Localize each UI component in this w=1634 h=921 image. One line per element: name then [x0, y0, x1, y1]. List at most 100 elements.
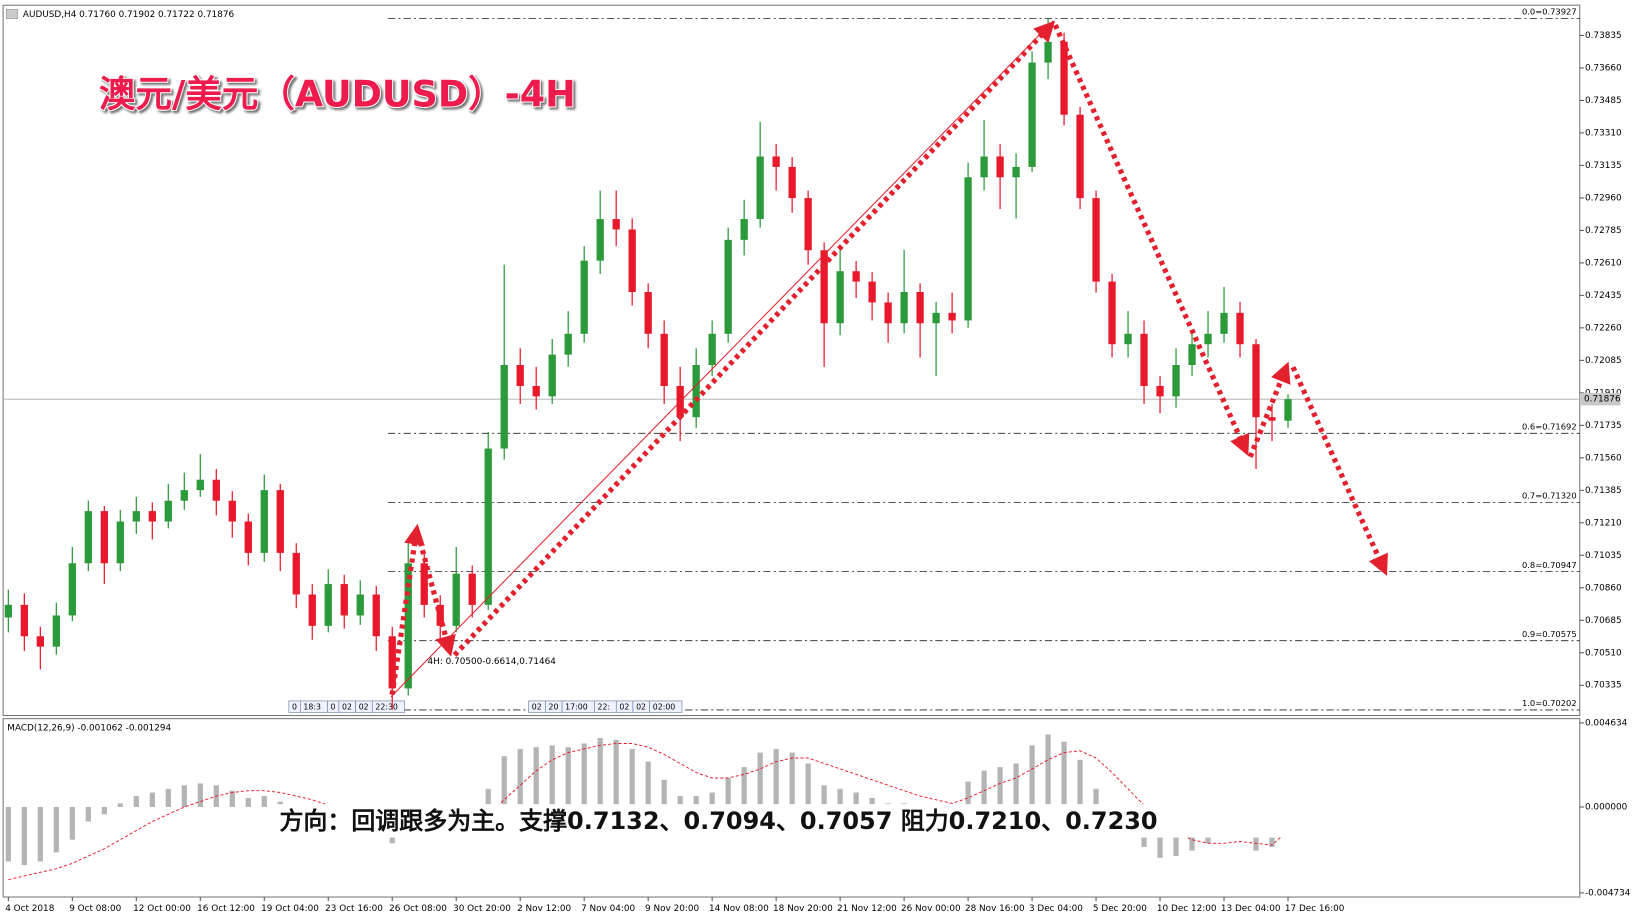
arrow: [1247, 361, 1291, 458]
time-marker: 22:: [597, 703, 610, 712]
x-tick-label: 13 Dec 04:00: [1221, 904, 1281, 914]
x-tick-label: 3 Dec 04:00: [1029, 904, 1083, 914]
time-marker: 18:3: [303, 703, 321, 712]
macd-bar: [197, 783, 203, 808]
macd-bar: [21, 807, 27, 866]
macd-bar: [789, 752, 795, 808]
x-tick-label: 26 Nov 00:00: [901, 904, 961, 914]
macd-bar: [853, 792, 859, 808]
candle-body: [404, 563, 412, 689]
arrow: [389, 523, 425, 696]
candle-body: [20, 604, 28, 637]
candle-body: [1028, 62, 1036, 167]
macd-bar: [1093, 788, 1099, 808]
y-tick-label: 0.72610: [1585, 258, 1622, 268]
macd-label: MACD(12,26,9) -0.001062 -0.001294: [7, 724, 171, 734]
candle-body: [388, 636, 396, 689]
x-tick-label: 4 Oct 2018: [5, 904, 54, 914]
macd-bar: [533, 747, 539, 808]
y-tick-label: 0.70335: [1585, 681, 1622, 691]
macd-panel: [2, 718, 1581, 898]
macd-bar: [485, 788, 491, 808]
time-marker-box: [371, 700, 405, 713]
candle-body: [820, 250, 828, 324]
y-tick-label: 0.71735: [1585, 421, 1622, 431]
candle-body: [1252, 344, 1260, 418]
candle-body: [628, 229, 636, 293]
candle-body: [1236, 312, 1244, 345]
y-tick-label: 0.71560: [1585, 453, 1622, 463]
y-tick-label: 0.72435: [1585, 291, 1622, 301]
y-tick-label: 0.71035: [1585, 551, 1622, 561]
candle-body: [612, 219, 620, 230]
x-tick-label: 16 Oct 12:00: [197, 904, 255, 914]
time-marker: 22:30: [375, 703, 398, 712]
macd-bar: [149, 792, 155, 808]
candle-body: [1188, 344, 1196, 365]
candle-body: [948, 312, 956, 321]
macd-bar: [1029, 745, 1035, 808]
macd-bar: [101, 807, 107, 815]
candle-body: [1220, 312, 1228, 334]
macd-bar: [133, 796, 139, 808]
candle-body: [996, 156, 1004, 178]
candle-body: [212, 479, 220, 501]
y-tick-label: 0.72085: [1585, 356, 1622, 366]
annotation: 方向：回调跟多为主。支撑0.7132、0.7094、0.7057 阻力0.721…: [279, 807, 1157, 835]
macd-bar: [645, 761, 651, 808]
y-tick-label: 0.73660: [1585, 63, 1622, 73]
macd-bar: [869, 797, 875, 808]
x-tick-label: 21 Nov 12:00: [837, 904, 897, 914]
macd-bar: [69, 807, 75, 840]
candle-body: [788, 166, 796, 199]
candle-body: [356, 594, 364, 616]
macd-bar: [37, 807, 43, 862]
y-tick-label: 0.73310: [1585, 128, 1622, 138]
macd-bar: [965, 781, 971, 808]
candle-body: [260, 490, 268, 553]
arrow: [452, 20, 1056, 657]
candle-body: [500, 364, 508, 449]
x-tick-label: 2 Nov 12:00: [517, 904, 571, 914]
candle-body: [132, 511, 140, 522]
macd-bar: [661, 779, 667, 808]
macd-bar: [725, 777, 731, 808]
x-tick-label: 12 Oct 00:00: [133, 904, 191, 914]
candle-body: [148, 511, 156, 522]
candle-body: [836, 271, 844, 324]
macd-bar: [229, 790, 235, 808]
candle-body: [980, 156, 988, 178]
candle-body: [68, 563, 76, 616]
x-tick-label: 10 Dec 12:00: [1157, 904, 1217, 914]
macd-bar: [805, 763, 811, 808]
time-marker: 02:00: [653, 703, 676, 712]
y-tick-label: 0.73835: [1585, 31, 1622, 41]
candle-body: [324, 584, 332, 626]
back-layer: 0.73835 0.73660 0.73485 0.73310 0.73135 0.729…: [3, 7, 1631, 914]
x-tick-label: 9 Nov 20:00: [645, 904, 699, 914]
fib-label: 0.8=0.70947: [1522, 560, 1577, 570]
candle-body: [692, 364, 700, 418]
candle-body: [548, 354, 556, 397]
macd-y-tick-label: 0.000000: [1585, 803, 1628, 813]
y-tick-label: 0.71385: [1585, 486, 1622, 496]
macd-signal: [8, 743, 1289, 881]
candle-body: [452, 573, 460, 626]
x-tick-label: 17 Dec 16:00: [1285, 904, 1345, 914]
macd-bar: [613, 739, 619, 808]
candle-body: [1044, 41, 1052, 63]
chart-title: 澳元/美元（AUDUSD）-4H: [99, 72, 576, 115]
x-tick-label: 14 Nov 08:00: [709, 904, 769, 914]
macd-bar: [1045, 734, 1051, 808]
macd-bar: [245, 797, 251, 808]
macd-bar: [565, 747, 571, 808]
time-marker: 02: [359, 703, 369, 712]
candle-body: [852, 271, 860, 282]
candle-body: [36, 636, 44, 647]
time-marker: 20: [548, 703, 558, 712]
header-icon: [5, 9, 18, 20]
macd-y-tick-label: 0.004634: [1585, 718, 1628, 728]
candle-body: [1204, 333, 1212, 345]
current-price-label: 0.71876: [1584, 395, 1621, 405]
candle-body: [884, 302, 892, 324]
